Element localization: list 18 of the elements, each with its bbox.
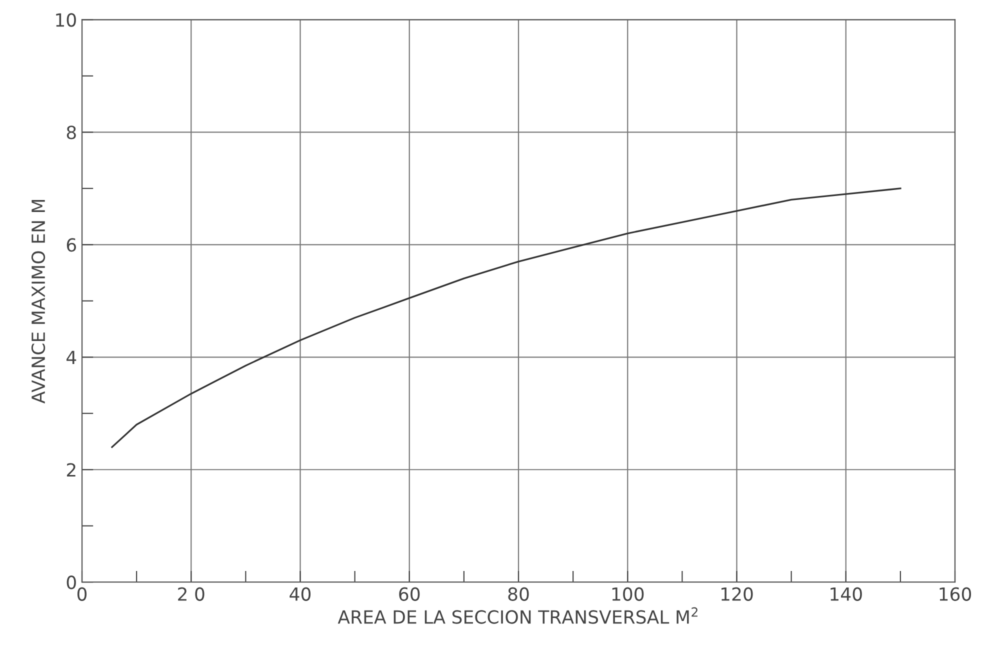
x-tick-label: 140 [830,587,862,601]
x-tick-label: 2 0 [178,587,204,601]
y-tick-label: 0 [66,576,76,590]
x-tick-label: 0 [77,587,87,601]
y-tick-label: 8 [66,126,76,140]
x-tick-label: 60 [399,587,420,601]
x-axis-title: AREA DE LA SECCION TRANSVERSAL M$^{2}$ [338,607,698,624]
y-tick-label: 4 [66,350,76,364]
y-tick-label: 10 [56,13,76,27]
x-tick-label: 40 [290,587,311,601]
x-tick-label: 100 [612,587,644,601]
x-tick-label: 120 [722,587,753,601]
x-tick-label: 160 [940,587,972,601]
line-series [111,188,902,448]
y-axis-title: AVANCE MAXIMO EN M [31,200,46,404]
y-tick-label: 6 [66,238,76,252]
y-tick-label: 2 [66,463,76,476]
x-tick-label: 80 [508,587,529,601]
